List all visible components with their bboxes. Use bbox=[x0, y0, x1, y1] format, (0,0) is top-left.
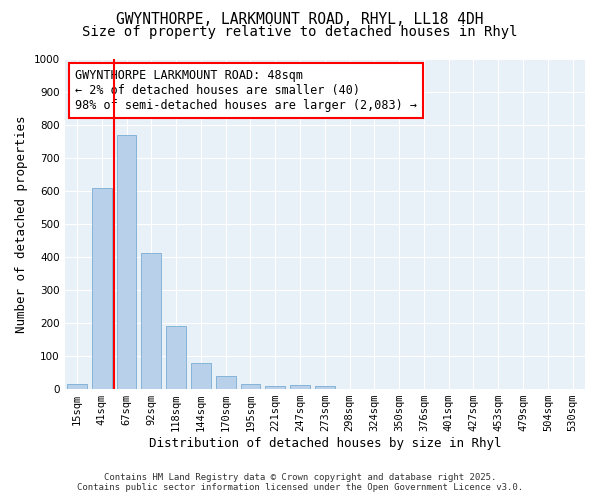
Bar bbox=[67, 384, 87, 389]
Text: Size of property relative to detached houses in Rhyl: Size of property relative to detached ho… bbox=[82, 25, 518, 39]
Bar bbox=[116, 135, 136, 389]
Bar bbox=[166, 326, 186, 389]
Bar bbox=[191, 364, 211, 389]
Bar bbox=[142, 253, 161, 389]
Y-axis label: Number of detached properties: Number of detached properties bbox=[15, 116, 28, 333]
Bar bbox=[315, 386, 335, 389]
Bar bbox=[265, 386, 285, 389]
Text: GWYNTHORPE LARKMOUNT ROAD: 48sqm
← 2% of detached houses are smaller (40)
98% of: GWYNTHORPE LARKMOUNT ROAD: 48sqm ← 2% of… bbox=[75, 69, 417, 112]
Bar bbox=[290, 385, 310, 389]
Text: GWYNTHORPE, LARKMOUNT ROAD, RHYL, LL18 4DH: GWYNTHORPE, LARKMOUNT ROAD, RHYL, LL18 4… bbox=[116, 12, 484, 28]
Bar bbox=[241, 384, 260, 389]
Bar bbox=[216, 376, 236, 389]
X-axis label: Distribution of detached houses by size in Rhyl: Distribution of detached houses by size … bbox=[149, 437, 501, 450]
Text: Contains HM Land Registry data © Crown copyright and database right 2025.
Contai: Contains HM Land Registry data © Crown c… bbox=[77, 473, 523, 492]
Bar bbox=[92, 188, 112, 389]
